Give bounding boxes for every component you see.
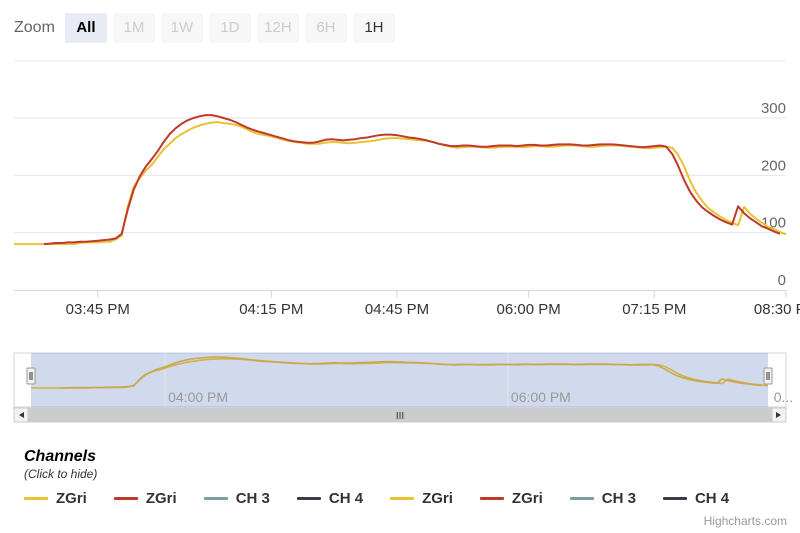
legend-label: CH 3 (601, 490, 636, 507)
series-line-2[interactable] (43, 114, 781, 246)
legend-item[interactable]: CH 3 (569, 490, 636, 507)
scrollbar-thumb[interactable] (27, 407, 773, 423)
navigator-x-label: 06:00 PM (511, 389, 571, 405)
scroll-left-arrow-icon[interactable] (19, 412, 24, 418)
legend-item[interactable]: CH 4 (662, 490, 730, 507)
navigator-scrollbar[interactable]: III (13, 407, 787, 423)
legend-item[interactable]: ZGri (24, 490, 87, 507)
credits-link[interactable]: Highcharts.com (703, 514, 787, 528)
legend-label: CH 3 (235, 490, 270, 507)
zoom-button-6h[interactable]: 6H (304, 13, 347, 43)
x-tick-label: 07:15 PM (622, 301, 686, 318)
x-tick-label: 08:30 PM (754, 301, 800, 318)
legend-label: ZGri (145, 490, 177, 507)
legend-item[interactable]: CH 3 (203, 490, 270, 507)
legend-swatch (569, 497, 594, 500)
legend-title: Channels (24, 448, 97, 465)
legend-label: CH 4 (328, 490, 364, 507)
legend-item[interactable]: ZGri (479, 490, 543, 507)
series-line-1[interactable] (14, 121, 787, 246)
zoom-button-all[interactable]: All (64, 13, 107, 43)
zoom-button-1m[interactable]: 1M (112, 13, 155, 43)
navigator-right-handle[interactable] (763, 367, 773, 385)
zoom-button-1w[interactable]: 1W (160, 13, 203, 43)
y-tick-label: 300 (761, 100, 786, 117)
navigator-series-2 (59, 356, 763, 389)
legend-swatch (24, 497, 48, 500)
scrollbar-grip: III (396, 411, 404, 422)
legend-subtitle: (Click to hide) (24, 467, 98, 481)
zoom-button-1h[interactable]: 1H (352, 13, 395, 43)
y-tick-label: 0 (778, 272, 786, 289)
zoom-button-1d[interactable]: 1D (208, 13, 251, 43)
navigator-left-handle[interactable] (26, 367, 36, 385)
navigator-x-label: 0... (774, 389, 793, 405)
legend-swatch (479, 497, 504, 500)
legend-item[interactable]: ZGri (113, 490, 177, 507)
x-tick-label: 04:15 PM (239, 301, 303, 318)
navigator-x-label: 04:00 PM (168, 389, 228, 405)
zoom-button-group: All 1M 1W 1D 12H 6H 1H (64, 13, 401, 43)
y-tick-label: 200 (761, 157, 786, 174)
navigator-mask (31, 353, 768, 407)
legend-swatch (203, 497, 228, 500)
scroll-right-arrow-icon[interactable] (776, 412, 781, 418)
zoom-label: Zoom (14, 19, 55, 36)
legend-item[interactable]: CH 4 (296, 490, 364, 507)
legend-swatch (390, 497, 415, 500)
zoom-button-12h[interactable]: 12H (256, 13, 299, 43)
navigator[interactable]: 04:00 PM 06:00 PM 0... III (0, 350, 800, 430)
x-tick-label: 06:00 PM (497, 301, 561, 318)
legend-items: ZGri ZGri CH 3 CH 4 ZGri ZGri CH 3 CH 4 (24, 490, 756, 507)
legend-swatch (113, 497, 138, 500)
x-tick-label: 03:45 PM (66, 301, 130, 318)
legend-label: ZGri (511, 490, 543, 507)
legend-swatch (296, 497, 321, 500)
range-selector: Zoom All 1M 1W 1D 12H 6H 1H (14, 12, 401, 44)
legend-label: CH 4 (694, 490, 730, 507)
legend-item[interactable]: ZGri (390, 490, 453, 507)
legend-label: ZGri (56, 490, 87, 507)
legend-label: ZGri (422, 490, 453, 507)
legend-swatch (662, 497, 687, 500)
legend: Channels (Click to hide) ZGri ZGri CH 3 CH … (24, 448, 729, 507)
x-tick-label: 04:45 PM (365, 301, 429, 318)
